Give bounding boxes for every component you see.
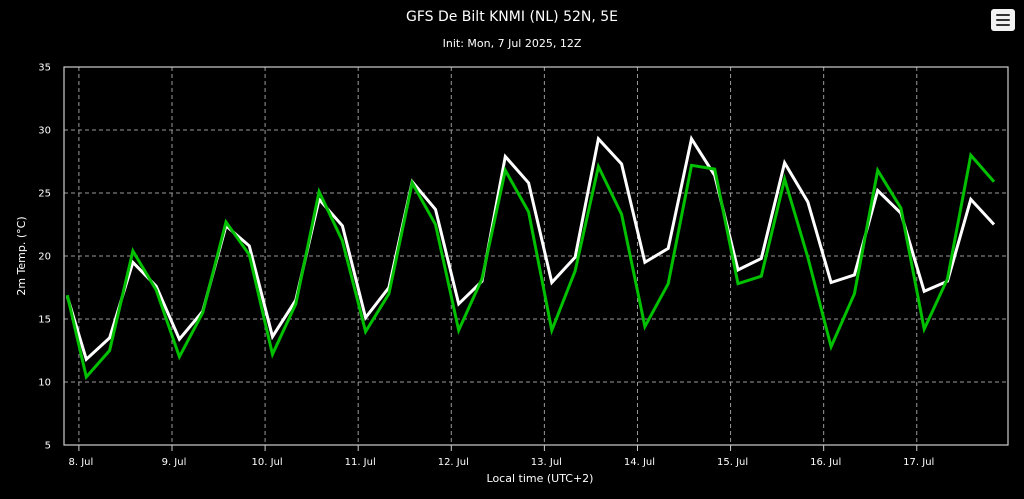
y-tick-label: 15 xyxy=(38,315,51,326)
chart-title: GFS De Bilt KNMI (NL) 52N, 5E xyxy=(405,9,619,25)
y-axis-title: 2m Temp. (°C) xyxy=(15,216,28,295)
x-tick-label: 10. Jul xyxy=(252,457,283,468)
plot-area-border xyxy=(63,66,1009,446)
x-tick-label: 15. Jul xyxy=(717,457,748,468)
x-tick-label: 8. Jul xyxy=(68,457,93,468)
y-tick-label: 10 xyxy=(38,378,51,389)
chart-subtitle: Init: Mon, 7 Jul 2025, 12Z xyxy=(442,37,582,50)
y-tick-label: 5 xyxy=(45,441,51,452)
chart-menu-button[interactable] xyxy=(991,9,1015,31)
series-line-white xyxy=(65,134,996,363)
x-tick-label: 12. Jul xyxy=(438,457,469,468)
x-tick-label: 17. Jul xyxy=(903,457,934,468)
y-tick-label: 30 xyxy=(38,126,51,137)
y-tick-label: 35 xyxy=(38,63,51,74)
y-axis: 5 10 15 20 25 30 35 xyxy=(38,63,51,452)
x-tick-label: 9. Jul xyxy=(162,457,187,468)
y-tick-label: 25 xyxy=(38,189,51,200)
series-line-green xyxy=(65,151,996,381)
series-layer xyxy=(65,134,996,381)
x-tick-label: 11. Jul xyxy=(345,457,376,468)
x-axis: 8. Jul 9. Jul 10. Jul 11. Jul 12. Jul 13. Jul… xyxy=(68,445,934,468)
x-tick-label: 16. Jul xyxy=(810,457,841,468)
y-tick-label: 20 xyxy=(38,252,51,263)
x-tick-label: 13. Jul xyxy=(531,457,562,468)
x-tick-label: 14. Jul xyxy=(624,457,655,468)
x-axis-title: Local time (UTC+2) xyxy=(487,472,594,485)
